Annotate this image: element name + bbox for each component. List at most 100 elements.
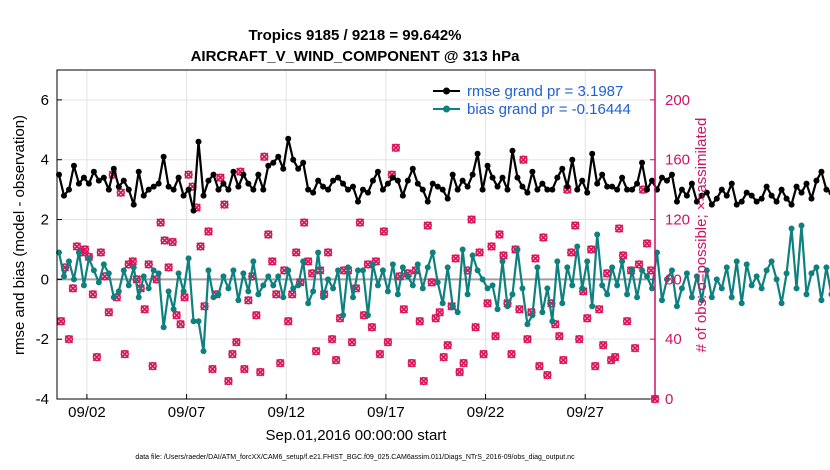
obs-possible-point xyxy=(220,200,229,209)
obs-possible-point xyxy=(543,370,552,380)
obs-possible-point xyxy=(594,305,604,314)
bias-point xyxy=(125,282,132,289)
bias-point xyxy=(245,288,252,295)
rmse-point xyxy=(609,183,616,190)
obs-assimilated-point xyxy=(184,170,193,179)
obs-assimilated-point xyxy=(204,227,213,236)
obs-assimilated-point xyxy=(459,358,468,368)
bias-point xyxy=(315,249,322,256)
bias-point xyxy=(220,273,227,280)
obs-assimilated-point xyxy=(586,245,596,254)
rmse-point xyxy=(768,192,775,199)
obs-assimilated-point xyxy=(347,337,357,347)
bias-point xyxy=(703,267,710,274)
obs-possible-point xyxy=(276,358,285,368)
rmse-point xyxy=(793,183,800,190)
bias-point xyxy=(708,294,715,301)
rmse-point xyxy=(210,171,217,178)
bias-point xyxy=(459,246,466,253)
rmse-point xyxy=(374,168,381,175)
obs-possible-point xyxy=(172,311,181,320)
rmse-point xyxy=(529,168,536,175)
obs-assimilated-point xyxy=(276,358,285,368)
rmse-point xyxy=(649,177,656,184)
rmse-point xyxy=(130,201,137,208)
obs-assimilated-point xyxy=(287,290,297,299)
bias-point xyxy=(80,282,87,289)
rmse-point xyxy=(305,186,312,193)
right-tick-label: 200 xyxy=(665,92,690,109)
rmse-point xyxy=(629,186,636,193)
obs-possible-point xyxy=(164,263,173,272)
bias-point xyxy=(673,303,680,310)
obs-possible-point xyxy=(391,143,401,152)
obs-possible-point xyxy=(335,314,345,323)
obs-assimilated-point xyxy=(415,316,425,326)
bias-point xyxy=(290,285,297,292)
obs-assimilated-point xyxy=(128,257,137,266)
obs-possible-point xyxy=(519,155,528,164)
obs-possible-point xyxy=(200,302,209,311)
obs-assimilated-point xyxy=(559,355,568,365)
rmse-point xyxy=(469,171,476,178)
obs-possible-point xyxy=(515,305,524,314)
rmse-point xyxy=(763,183,770,190)
rmse-point xyxy=(145,186,152,193)
rmse-point xyxy=(544,186,551,193)
obs-possible-point xyxy=(56,317,66,326)
obs-assimilated-point xyxy=(531,254,540,263)
obs-possible-point xyxy=(232,337,241,347)
legend-rmse-label: rmse grand pr = 3.1987 xyxy=(467,83,623,100)
bias-point xyxy=(394,291,401,298)
rmse-point xyxy=(634,180,641,187)
obs-possible-point xyxy=(399,305,409,314)
bias-point xyxy=(145,285,152,292)
rmse-point xyxy=(404,177,411,184)
rmse-point xyxy=(599,171,606,178)
data-file-footnote: data file: /Users/raeder/DAI/ATM_forcXX/… xyxy=(135,454,575,461)
obs-possible-point xyxy=(104,308,114,317)
obs-assimilated-point xyxy=(419,376,429,386)
legend-bias-marker xyxy=(443,105,450,113)
rmse-point xyxy=(424,198,431,205)
bias-point xyxy=(678,285,685,292)
bias-point xyxy=(419,285,426,292)
bias-point xyxy=(345,264,352,271)
obs-assimilated-point xyxy=(467,215,476,224)
obs-assimilated-point xyxy=(479,349,488,359)
grid xyxy=(57,70,655,400)
bias-point xyxy=(474,267,481,274)
obs-assimilated-point xyxy=(543,370,552,380)
bias-point xyxy=(275,273,282,280)
rmse-point xyxy=(150,183,157,190)
obs-assimilated-point xyxy=(590,361,600,371)
obs-possible-point xyxy=(292,248,301,257)
bias-point xyxy=(544,285,551,292)
obs-possible-point xyxy=(140,305,149,314)
obs-assimilated-point xyxy=(614,224,624,233)
bias-point xyxy=(404,273,411,280)
bias-point xyxy=(240,270,247,277)
bias-point xyxy=(75,249,82,256)
obs-possible-point xyxy=(587,245,596,254)
bias-point xyxy=(494,306,501,313)
obs-possible-point xyxy=(443,340,452,350)
bias-point xyxy=(305,300,312,307)
bias-series xyxy=(55,222,830,355)
obs-assimilated-point xyxy=(594,305,604,314)
bias-point xyxy=(85,255,92,262)
bias-point xyxy=(783,270,790,277)
rmse-point xyxy=(474,150,481,157)
obs-assimilated-point xyxy=(104,308,114,317)
bias-point xyxy=(409,282,416,289)
obs-assimilated-point xyxy=(56,316,66,326)
rmse-point xyxy=(155,180,162,187)
bias-point xyxy=(60,273,67,280)
rmse-point xyxy=(399,192,406,199)
rmse-point xyxy=(195,138,202,145)
bias-point xyxy=(429,249,436,256)
obs-assimilated-point xyxy=(515,305,524,314)
obs-possible-point xyxy=(148,361,157,371)
bias-point xyxy=(90,267,97,274)
obs-possible-point xyxy=(311,346,321,356)
